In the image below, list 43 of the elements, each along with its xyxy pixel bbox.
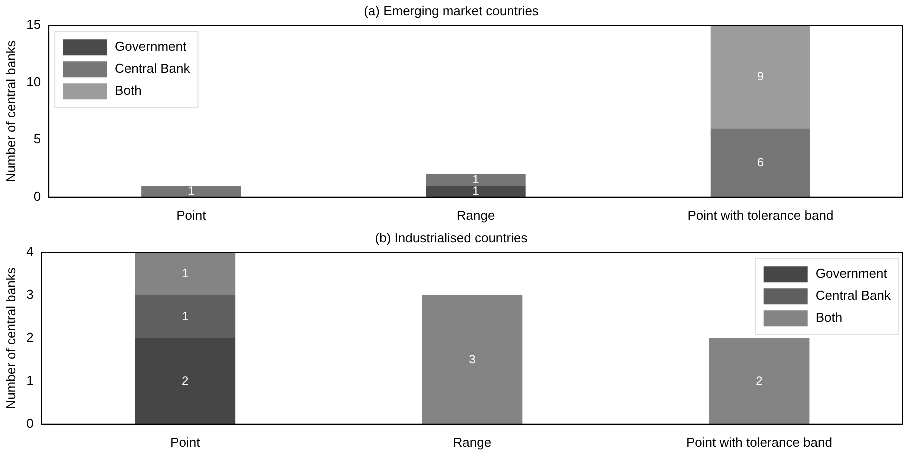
- legend-label: Both: [816, 310, 843, 326]
- legend-label: Central Bank: [115, 61, 191, 76]
- y-tick-label: 0: [34, 188, 42, 204]
- data-label: 1: [188, 184, 196, 198]
- bar: [135, 338, 236, 424]
- x-tick-label: Point: [170, 434, 201, 450]
- bar: [422, 296, 523, 424]
- chart-title: (a) Emerging market countries: [364, 3, 540, 18]
- bar: [710, 128, 810, 198]
- legend-label: Both: [115, 83, 142, 98]
- data-label: 2: [756, 374, 764, 388]
- bar: [709, 338, 810, 424]
- y-tick-label: 0: [26, 416, 34, 431]
- bar: [710, 26, 810, 129]
- bar: [135, 296, 236, 338]
- legend-label: Government: [816, 266, 888, 282]
- bar: [135, 252, 236, 296]
- y-tick-label: 15: [26, 17, 42, 32]
- bar: [426, 186, 526, 198]
- data-label: 1: [182, 266, 190, 280]
- y-tick-label: 2: [26, 330, 34, 346]
- bar: [426, 174, 526, 186]
- x-tick-label: Range: [456, 208, 496, 223]
- data-label: 1: [182, 309, 190, 324]
- data-label: 2: [182, 374, 190, 388]
- data-label: 6: [757, 155, 764, 170]
- y-axis-title: Number of central banks: [3, 40, 18, 182]
- data-label: 3: [469, 352, 476, 366]
- x-tick-label: Point with tolerance band: [688, 208, 834, 223]
- y-tick-label: 3: [26, 287, 34, 302]
- bar: [142, 186, 242, 198]
- legend-label: Government: [115, 39, 187, 54]
- y-tick-label: 1: [26, 373, 34, 388]
- legend-label: Central Bank: [816, 288, 892, 304]
- y-tick-label: 4: [26, 244, 34, 260]
- chart-title: (b) Industrialised countries: [375, 230, 528, 246]
- x-tick-label: Point with tolerance band: [686, 434, 832, 450]
- y-axis-title: Number of central banks: [3, 267, 18, 410]
- y-tick-label: 5: [34, 132, 42, 147]
- y-tick-label: 10: [26, 74, 42, 90]
- x-tick-label: Point: [176, 208, 207, 223]
- x-tick-label: Range: [453, 434, 492, 450]
- data-label: 9: [757, 69, 764, 84]
